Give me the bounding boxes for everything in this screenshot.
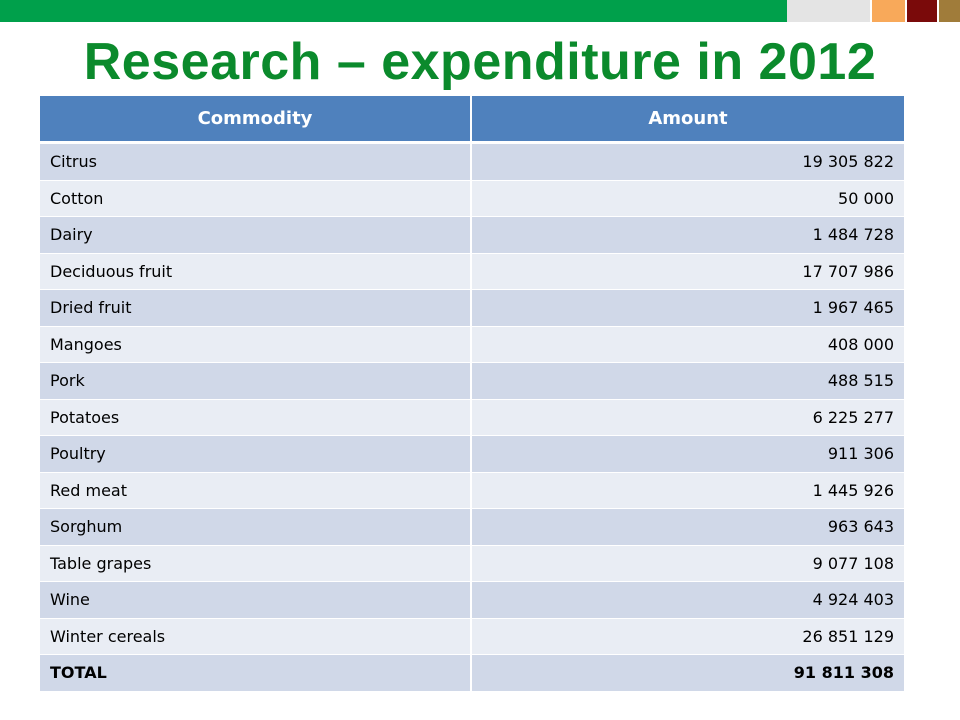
table-row: Red meat 1 445 926	[40, 472, 904, 509]
commodity-cell: Deciduous fruit	[40, 253, 472, 290]
total-row: TOTAL 91 811 308	[40, 655, 904, 692]
amount-cell: 1 967 465	[472, 290, 904, 327]
commodity-cell: Wine	[40, 582, 472, 619]
header-commodity: Commodity	[40, 96, 472, 144]
commodity-cell: Poultry	[40, 436, 472, 473]
table-row: Mangoes 408 000	[40, 326, 904, 363]
commodity-cell: Cotton	[40, 180, 472, 217]
bar-segment-green	[0, 0, 787, 22]
bar-segment-brown	[939, 0, 960, 22]
amount-cell: 19 305 822	[472, 144, 904, 181]
commodity-cell: Citrus	[40, 144, 472, 181]
amount-cell: 17 707 986	[472, 253, 904, 290]
expenditure-table: Commodity Amount Citrus 19 305 822 Cotto…	[40, 96, 904, 692]
amount-cell: 9 077 108	[472, 545, 904, 582]
table-row: Sorghum 963 643	[40, 509, 904, 546]
table-row: Pork 488 515	[40, 363, 904, 400]
total-label: TOTAL	[40, 655, 472, 692]
bar-segment-light-gray	[787, 0, 870, 22]
amount-cell: 911 306	[472, 436, 904, 473]
amount-cell: 26 851 129	[472, 618, 904, 655]
table-row: Dairy 1 484 728	[40, 217, 904, 254]
header-amount: Amount	[472, 96, 904, 144]
table-row: Wine 4 924 403	[40, 582, 904, 619]
amount-cell: 408 000	[472, 326, 904, 363]
table-row: Potatoes 6 225 277	[40, 399, 904, 436]
amount-cell: 488 515	[472, 363, 904, 400]
table-row: Deciduous fruit 17 707 986	[40, 253, 904, 290]
total-amount: 91 811 308	[472, 655, 904, 692]
top-color-bar	[0, 0, 960, 22]
commodity-cell: Dairy	[40, 217, 472, 254]
amount-cell: 963 643	[472, 509, 904, 546]
table-row: Table grapes 9 077 108	[40, 545, 904, 582]
amount-cell: 1 484 728	[472, 217, 904, 254]
table-row: Citrus 19 305 822	[40, 144, 904, 181]
table-header-row: Commodity Amount	[40, 96, 904, 144]
commodity-cell: Table grapes	[40, 545, 472, 582]
commodity-cell: Mangoes	[40, 326, 472, 363]
commodity-cell: Potatoes	[40, 399, 472, 436]
table-row: Cotton 50 000	[40, 180, 904, 217]
commodity-cell: Red meat	[40, 472, 472, 509]
bar-segment-orange	[872, 0, 905, 22]
bar-segment-maroon	[907, 0, 937, 22]
amount-cell: 4 924 403	[472, 582, 904, 619]
table-row: Poultry 911 306	[40, 436, 904, 473]
amount-cell: 1 445 926	[472, 472, 904, 509]
amount-cell: 6 225 277	[472, 399, 904, 436]
table-row: Dried fruit 1 967 465	[40, 290, 904, 327]
table-row: Winter cereals 26 851 129	[40, 618, 904, 655]
commodity-cell: Sorghum	[40, 509, 472, 546]
commodity-cell: Pork	[40, 363, 472, 400]
commodity-cell: Dried fruit	[40, 290, 472, 327]
commodity-cell: Winter cereals	[40, 618, 472, 655]
slide-title: Research – expenditure in 2012	[83, 33, 877, 91]
amount-cell: 50 000	[472, 180, 904, 217]
